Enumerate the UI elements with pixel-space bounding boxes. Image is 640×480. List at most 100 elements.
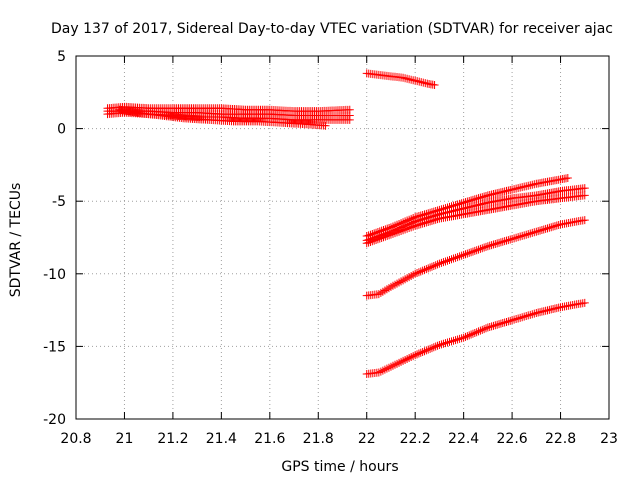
data-point [534,227,543,236]
y-axis-label: SDTVAR / TECUs [8,183,24,298]
data-point [395,278,404,287]
data-point [413,350,422,359]
axis-ticks [75,55,610,420]
data-point [518,231,527,240]
data-point [468,247,477,256]
data-point [545,223,554,232]
data-point [433,341,442,350]
data-point [378,366,387,375]
data-point [385,231,394,240]
x-tick-label: 21.4 [206,431,237,447]
data-point [498,237,507,246]
data-point [463,249,472,258]
data-point [405,224,414,233]
data-point [399,226,408,235]
data-point [384,363,393,372]
data-point [496,319,505,328]
data-point [512,233,521,242]
data-point [472,328,481,337]
data-point [580,216,589,225]
data-point [445,337,454,346]
data-point [496,238,505,247]
data-point [549,222,558,231]
data-point [447,337,456,346]
data-point [536,226,545,235]
data-point [487,322,496,331]
data-point [449,254,458,263]
data-point [397,357,406,366]
data-point [489,321,498,330]
data-point [422,218,431,227]
data-point [478,325,487,334]
data-point [372,235,381,244]
data-point [433,215,442,224]
y-tick-label: 0 [57,122,66,138]
data-point [485,241,494,250]
x-tick-label: 22 [358,431,376,447]
data-point [407,353,416,362]
data-point [418,347,427,356]
data-point [401,225,410,234]
plot-frame [75,55,610,420]
data-point [409,222,418,231]
x-tick-label: 22.8 [545,431,576,447]
data-point [427,262,436,271]
data-point [427,216,436,225]
data-point [345,115,354,124]
series-sat-j [362,298,589,378]
data-point [397,226,406,235]
data-point [489,240,498,249]
data-point [483,323,492,332]
series-sat-i [362,216,589,300]
data-point [409,270,418,279]
data-point [474,194,483,203]
data-point [526,229,535,238]
data-point [528,228,537,237]
data-points [103,69,589,378]
data-point [443,256,452,265]
data-point [426,344,435,353]
data-point [502,236,511,245]
data-point [382,364,391,373]
data-point [457,251,466,260]
data-point [485,322,494,331]
series-sat-g [362,184,589,245]
data-point [468,329,477,338]
data-point [431,215,440,224]
data-point [414,220,423,229]
data-point [455,252,464,261]
data-point [495,238,504,247]
series-sat-e [362,69,439,90]
data-point [426,217,435,226]
data-point [422,346,431,355]
data-point [476,244,485,253]
data-point [487,241,496,250]
x-axis-label: GPS time / hours [281,459,398,475]
y-tick-label: -5 [52,194,66,210]
data-point [500,237,509,246]
data-point [491,321,500,330]
data-point [435,340,444,349]
data-point [416,220,425,229]
data-point [395,358,404,367]
data-point [366,237,375,246]
data-point [474,327,483,336]
data-point [384,284,393,293]
data-point [516,232,525,241]
data-point [383,231,392,240]
data-point [424,345,433,354]
data-point [470,246,479,255]
data-point [482,242,490,251]
data-point [461,332,470,341]
data-point [399,356,408,365]
data-point [390,360,399,369]
data-point [380,365,389,374]
data-point [409,352,418,361]
data-point [512,315,521,324]
data-point [375,234,384,243]
data-point [379,233,388,242]
data-point [502,317,511,326]
data-point [467,330,476,339]
data-point [437,340,446,349]
